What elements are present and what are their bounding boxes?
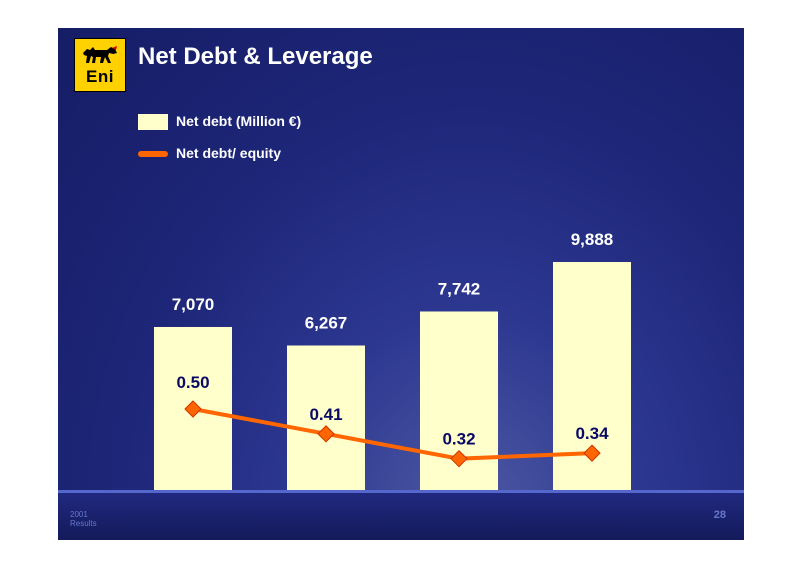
footer-note-year: 2001 xyxy=(70,510,88,519)
bar-value-label: 7,070 xyxy=(172,295,215,314)
ratio-value-label: 0.32 xyxy=(442,430,475,449)
ratio-line xyxy=(192,407,593,461)
footer-divider xyxy=(58,490,744,493)
page-title: Net Debt & Leverage xyxy=(138,43,373,70)
ratio-value-label: 0.41 xyxy=(309,405,342,424)
slide: Eni Net Debt & Leverage Net debt (Millio… xyxy=(58,28,744,540)
logo-text: Eni xyxy=(86,67,114,86)
page-number: 28 xyxy=(713,509,726,521)
ratio-marker xyxy=(184,400,202,418)
ratio-marker xyxy=(583,444,601,462)
chart-canvas: 7,0706,2677,7429,8880.500.410.320.3431/1… xyxy=(153,230,632,526)
legend-swatch-bar xyxy=(138,114,168,130)
bar-value-label: 6,267 xyxy=(305,313,348,332)
six-legged-dog-icon xyxy=(83,46,117,63)
ratio-value-label: 0.50 xyxy=(176,373,209,392)
bar-value-label: 7,742 xyxy=(438,279,481,298)
footer-note: 2001 Results xyxy=(70,510,97,528)
bar-31/12/1999 xyxy=(287,345,365,490)
ratio-value-label: 0.34 xyxy=(575,424,609,443)
footer-note-label: Results xyxy=(70,519,97,528)
legend-swatch-line xyxy=(138,151,168,157)
bar-value-label: 9,888 xyxy=(571,230,614,249)
ratio-marker xyxy=(317,425,335,443)
ratio-marker xyxy=(450,449,468,468)
legend-label-net-debt: Net debt (Million €) xyxy=(176,113,302,129)
footer: 2001 Results 28 xyxy=(58,493,744,540)
legend-label-ratio: Net debt/ equity xyxy=(176,145,282,161)
eni-logo: Eni xyxy=(74,38,126,92)
